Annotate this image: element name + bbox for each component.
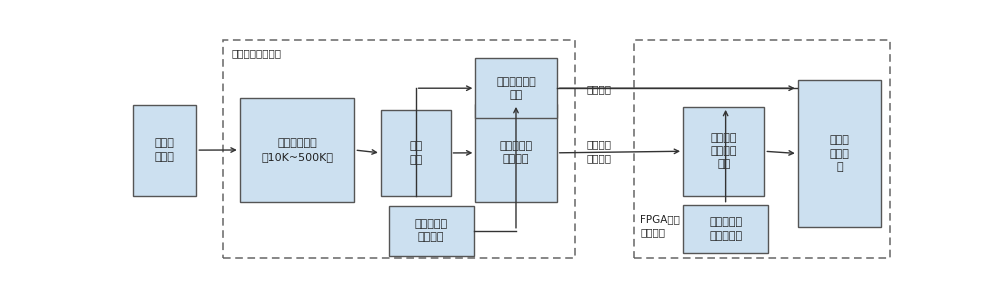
Text: 硬件波头
触发信号: 硬件波头 触发信号 xyxy=(587,140,612,163)
Text: 高电平持续
时间整定值: 高电平持续 时间整定值 xyxy=(709,217,742,241)
FancyBboxPatch shape xyxy=(381,110,451,196)
FancyBboxPatch shape xyxy=(683,205,768,253)
Text: 正、负峰值比
较器: 正、负峰值比 较器 xyxy=(496,77,536,100)
FancyBboxPatch shape xyxy=(798,80,881,227)
FancyBboxPatch shape xyxy=(240,98,354,202)
Text: 高电平持
续时间比
较器: 高电平持 续时间比 较器 xyxy=(710,133,737,169)
FancyBboxPatch shape xyxy=(683,107,764,196)
FancyBboxPatch shape xyxy=(475,104,557,202)
Text: 硬件波头调理电路: 硬件波头调理电路 xyxy=(231,48,281,58)
Text: 正、负变化
率比较器: 正、负变化 率比较器 xyxy=(499,141,533,164)
Text: FPGA硬件
波头检测: FPGA硬件 波头检测 xyxy=(640,214,680,237)
FancyBboxPatch shape xyxy=(475,58,557,118)
Text: 波头和
极性检
测: 波头和 极性检 测 xyxy=(830,135,849,172)
Text: 母线电
压信号: 母线电 压信号 xyxy=(155,139,174,162)
FancyBboxPatch shape xyxy=(388,206,474,256)
Text: 微分
电路: 微分 电路 xyxy=(409,141,422,165)
Text: 极性检测: 极性检测 xyxy=(587,84,612,94)
FancyBboxPatch shape xyxy=(133,105,196,196)
Text: 正、负变化
率整定值: 正、负变化 率整定值 xyxy=(415,219,448,242)
Text: 有源带通滤波
（10K~500K）: 有源带通滤波 （10K~500K） xyxy=(261,138,333,162)
